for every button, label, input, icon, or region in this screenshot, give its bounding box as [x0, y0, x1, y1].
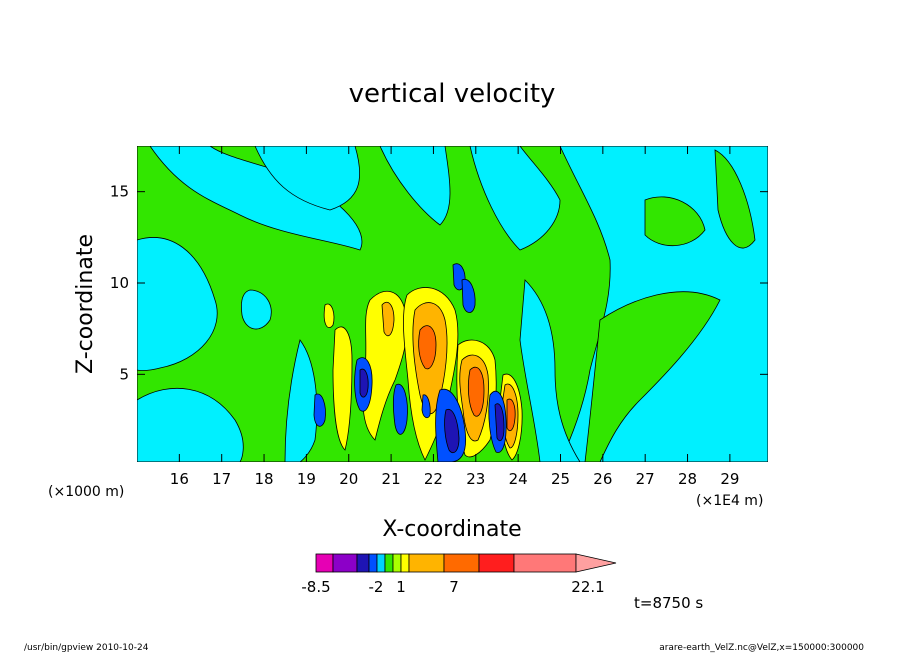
- colorbar-segment: [376, 553, 386, 573]
- colorbar-segment: [368, 553, 378, 573]
- colorbar-labels: -8.5 -2 1 7 22.1: [301, 578, 604, 596]
- colorbar-segment: [513, 553, 577, 573]
- x-tick-label: 19: [297, 470, 316, 488]
- x-tick-label: 27: [636, 470, 655, 488]
- field-positive-weak-islands: [584, 149, 756, 462]
- x-tick-label: 28: [678, 470, 697, 488]
- x-tick-label: 24: [509, 470, 528, 488]
- x-tick-label: 20: [339, 470, 358, 488]
- colorbar-label: 7: [449, 578, 459, 596]
- x-tick-label: 25: [551, 470, 570, 488]
- colorbar-segment: [392, 553, 402, 573]
- x-tick-label: 22: [424, 470, 443, 488]
- y-tick-label: 5: [119, 365, 129, 383]
- footer-left: /usr/bin/gpview 2010-10-24: [24, 643, 149, 653]
- x-tick-label: 16: [170, 470, 189, 488]
- y-axis: 5 10 15: [110, 183, 768, 383]
- x-tick-label: 23: [466, 470, 485, 488]
- field-positive-very-strong: [418, 325, 516, 432]
- colorbar-segment: [356, 553, 370, 573]
- colorbar-label: -8.5: [301, 578, 330, 596]
- time-label: t=8750 s: [634, 594, 703, 612]
- x-tick-label: 21: [382, 470, 401, 488]
- field-negative-very-strong: [359, 368, 505, 454]
- x-axis: 16 17 18 19 20 21 22 23 24 25 26 27 28 29: [170, 146, 739, 488]
- x-unit-left: (×1000 m): [48, 484, 124, 500]
- plot-area: [137, 146, 768, 462]
- x-axis-label: X-coordinate: [382, 517, 521, 542]
- footer-right: arare-earth_VelZ.nc@VelZ,x=150000:300000: [659, 643, 864, 653]
- colorbar-segment: [384, 553, 394, 573]
- colorbar-segment: [400, 553, 410, 573]
- colorbar-segment: [408, 553, 445, 573]
- y-tick-label: 10: [110, 274, 129, 292]
- colorbar-segment: [332, 553, 358, 573]
- colorbar: [315, 553, 617, 573]
- colorbar-label: 22.1: [571, 578, 604, 596]
- y-tick-label: 15: [110, 183, 129, 201]
- x-tick-label: 17: [212, 470, 231, 488]
- colorbar-arrow: [575, 553, 617, 573]
- colorbar-segment: [478, 553, 515, 573]
- colorbar-label: -2: [369, 578, 384, 596]
- colorbar-segment: [443, 553, 480, 573]
- x-tick-label: 18: [255, 470, 274, 488]
- x-tick-label: 26: [593, 470, 612, 488]
- x-tick-label: 29: [720, 470, 739, 488]
- x-unit-right: (×1E4 m): [696, 493, 763, 509]
- colorbar-label: 1: [396, 578, 406, 596]
- colorbar-segment: [315, 553, 334, 573]
- y-axis-label: Z-coordinate: [73, 234, 98, 374]
- chart-title: vertical velocity: [349, 79, 556, 109]
